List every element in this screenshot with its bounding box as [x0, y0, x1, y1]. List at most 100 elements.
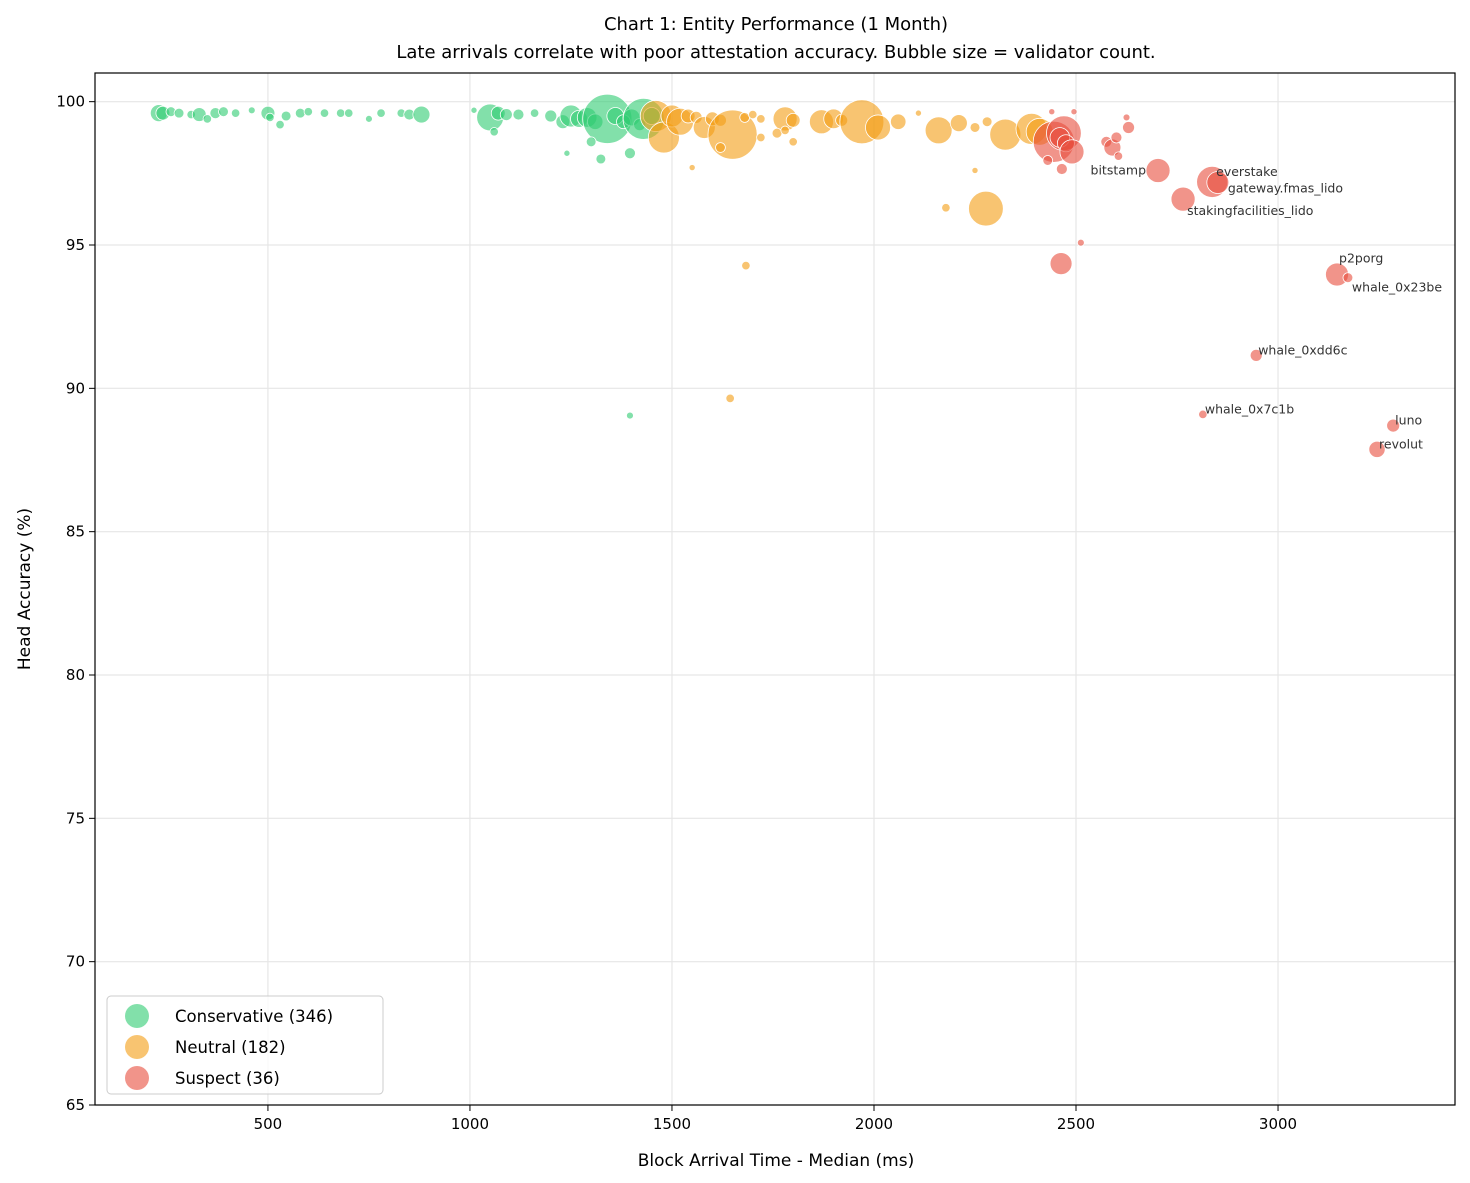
grid — [95, 73, 1455, 1106]
data-point — [914, 109, 922, 117]
data-point — [865, 114, 891, 141]
x-tick-label: 500 — [254, 1115, 283, 1133]
data-point — [265, 112, 275, 123]
legend-label: Suspect (36) — [175, 1069, 280, 1088]
data-point — [771, 127, 783, 139]
y-tick-label: 65 — [66, 1096, 85, 1114]
data-point — [1170, 186, 1196, 212]
data-point — [971, 166, 979, 174]
point-annotation: everstake — [1216, 164, 1278, 179]
data-point — [247, 106, 256, 115]
legend-marker — [125, 1035, 149, 1059]
data-point — [756, 114, 766, 124]
data-point — [1042, 155, 1054, 166]
data-point — [969, 122, 981, 133]
data-point — [376, 108, 386, 118]
point-annotation: p2porg — [1339, 251, 1383, 266]
data-point — [1059, 139, 1085, 165]
data-point — [1122, 113, 1131, 122]
data-point — [968, 190, 1004, 227]
annotations-layer: bitstamp everstake gateway.fmas_lidostakin… — [1091, 162, 1443, 451]
data-point — [941, 203, 951, 213]
data-point — [924, 116, 953, 145]
data-point — [563, 149, 571, 157]
data-point — [230, 108, 241, 118]
chart-subtitle: Late arrivals correlate with poor attest… — [396, 42, 1155, 63]
y-axis-label: Head Accuracy (%) — [15, 508, 35, 670]
data-point — [412, 105, 431, 124]
data-point — [529, 108, 540, 118]
data-point — [725, 393, 735, 404]
data-point — [1048, 108, 1056, 116]
data-point — [585, 136, 597, 148]
point-annotation: whale_0x7c1b — [1205, 401, 1294, 416]
y-tick-label: 80 — [66, 666, 85, 684]
x-tick-label: 3000 — [1259, 1115, 1297, 1133]
ticks: 500 1000 1500 2000 2500 3000 65 70 75 80 85 90 95 100 — [56, 93, 1297, 1133]
data-point — [1055, 163, 1068, 175]
data-point — [218, 106, 229, 118]
data-point — [715, 142, 726, 153]
data-point — [1113, 151, 1124, 161]
data-point — [202, 114, 212, 124]
y-tick-label: 85 — [66, 523, 85, 541]
data-point — [1368, 440, 1386, 458]
data-point — [319, 108, 330, 118]
legend-label: Conservative (346) — [175, 1007, 333, 1026]
x-tick-label: 2500 — [1057, 1115, 1095, 1133]
data-point — [365, 114, 373, 123]
y-tick-label: 100 — [56, 93, 85, 111]
data-point — [739, 112, 751, 123]
point-annotation: luno — [1395, 413, 1422, 428]
data-point — [1342, 272, 1354, 283]
data-point — [499, 108, 513, 121]
data-point — [1110, 131, 1123, 144]
data-point — [303, 107, 313, 117]
legend: Conservative (346) Neutral (182) Suspect (… — [106, 995, 384, 1095]
data-point — [624, 147, 636, 160]
data-point — [1070, 108, 1078, 116]
data-point — [748, 109, 758, 120]
x-tick-label: 1000 — [451, 1115, 489, 1133]
legend-marker — [125, 1004, 149, 1028]
point-annotation: whale_0x23be — [1352, 280, 1442, 295]
data-point — [949, 114, 968, 133]
point-annotation: whale_0xdd6c — [1258, 342, 1347, 357]
data-point — [1249, 348, 1263, 362]
x-tick-label: 1500 — [653, 1115, 691, 1133]
data-point — [280, 110, 292, 122]
legend-marker — [125, 1066, 149, 1090]
point-annotation: bitstamp — [1091, 162, 1147, 177]
y-tick-label: 75 — [66, 809, 85, 827]
legend-label: Neutral (182) — [175, 1038, 286, 1057]
data-point — [1386, 418, 1401, 433]
data-point — [741, 260, 751, 271]
y-tick-label: 90 — [66, 379, 85, 397]
point-annotation: revolut — [1379, 436, 1423, 451]
data-point — [595, 153, 607, 165]
data-point — [788, 137, 798, 147]
data-point — [989, 118, 1022, 151]
points-layer — [149, 93, 1401, 458]
data-point — [756, 132, 766, 143]
data-point — [1076, 238, 1085, 247]
point-annotation: stakingfacilities_lido — [1187, 203, 1313, 218]
data-point — [785, 112, 801, 128]
data-point — [1049, 252, 1073, 276]
x-tick-label: 2000 — [855, 1115, 893, 1133]
data-point — [688, 164, 696, 172]
data-point — [544, 109, 558, 123]
data-point — [470, 106, 478, 114]
data-point — [275, 119, 285, 130]
data-point — [335, 108, 346, 118]
data-point — [344, 108, 354, 118]
data-point — [512, 108, 525, 121]
data-point — [294, 107, 306, 119]
data-point — [780, 125, 790, 135]
data-point — [981, 116, 993, 128]
plot-frame — [94, 72, 1456, 1106]
data-point — [1206, 171, 1230, 194]
y-tick-label: 95 — [66, 236, 85, 254]
chart-title: Chart 1: Entity Performance (1 Month) — [604, 14, 948, 35]
data-point — [1145, 158, 1171, 183]
